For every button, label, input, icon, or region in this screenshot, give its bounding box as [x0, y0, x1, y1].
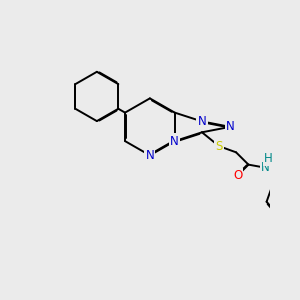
- Text: N: N: [170, 135, 179, 148]
- Text: S: S: [215, 140, 223, 153]
- Text: N: N: [198, 115, 206, 128]
- Text: H: H: [264, 152, 273, 165]
- Text: O: O: [233, 169, 242, 182]
- Text: N: N: [226, 120, 235, 134]
- Text: N: N: [146, 149, 154, 162]
- Text: N: N: [261, 161, 270, 174]
